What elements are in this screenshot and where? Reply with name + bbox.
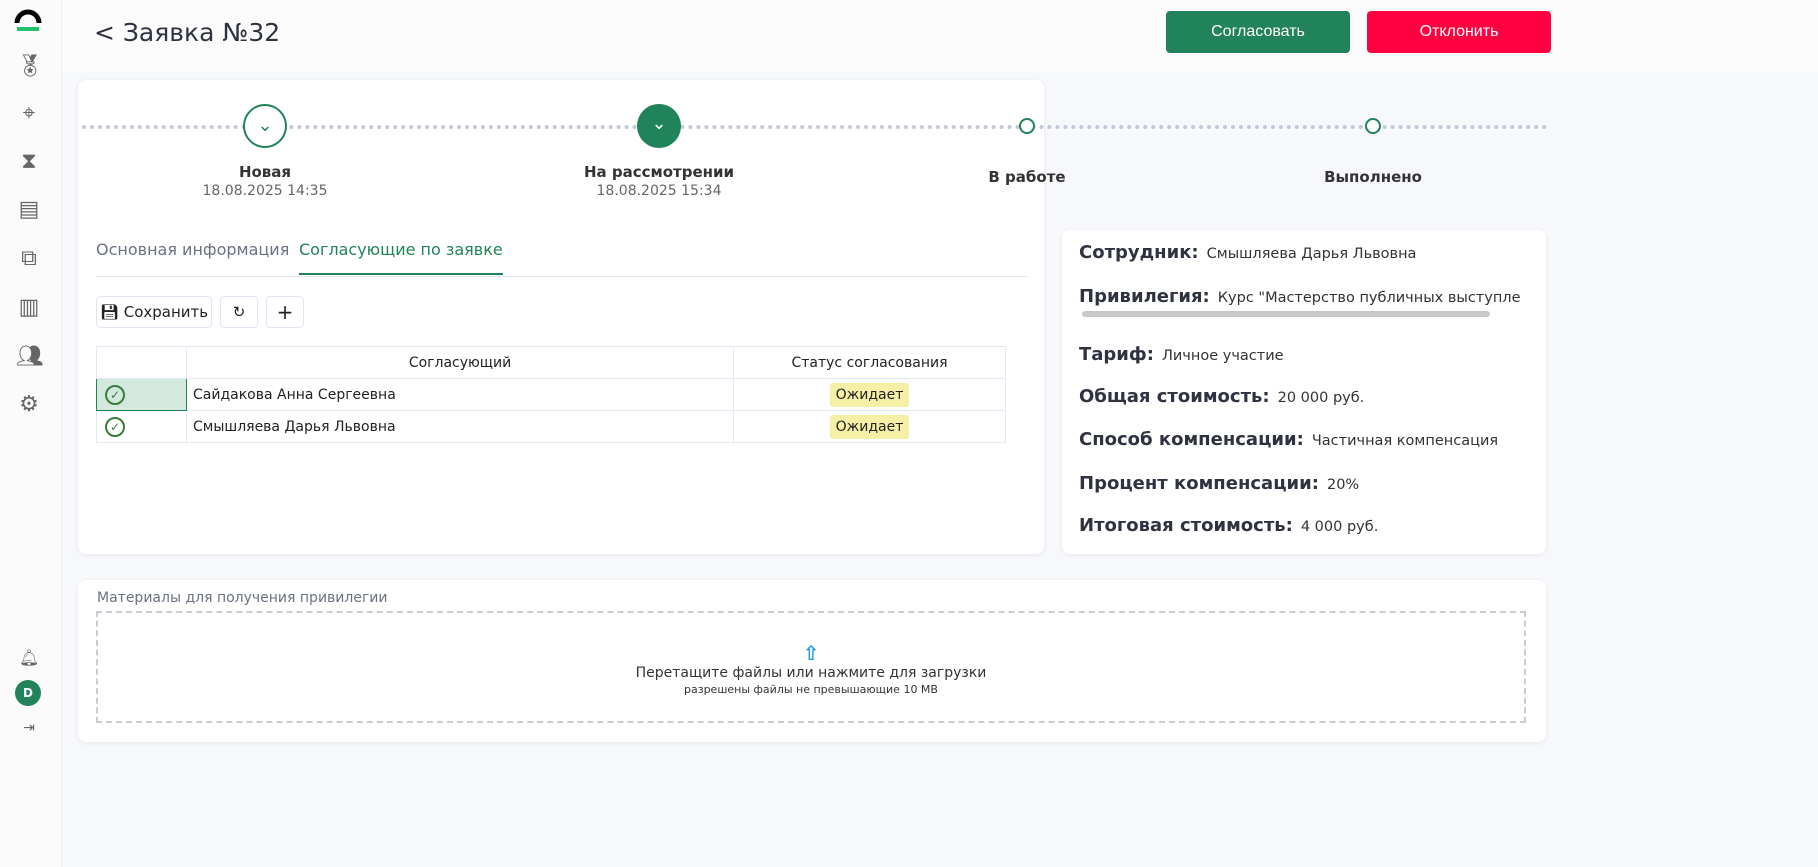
plus-icon: + — [276, 300, 294, 324]
approvers-table: Согласующий Статус согласования ✓ Сайдаков… — [96, 346, 1006, 443]
target-icon[interactable]: ⌖ — [22, 101, 36, 126]
upload-icon: ⇧ — [802, 641, 820, 665]
approver-name: Смышляева Дарья Львовна — [186, 410, 734, 443]
info-compensation-method: Способ компенсации: Частичная компенсация — [1079, 429, 1499, 450]
step-label: Новая — [238, 163, 292, 181]
briefcase-icon[interactable]: ⧉ — [21, 246, 37, 271]
materials-label: Материалы для получения привилегии — [97, 590, 388, 606]
details-card — [1062, 230, 1546, 554]
bell-icon[interactable]: 🔔︎ — [18, 648, 40, 667]
stepper-line — [82, 125, 1548, 129]
step-date: 18.08.2025 15:34 — [596, 183, 722, 199]
tab-approvers[interactable]: Согласующие по заявке — [299, 240, 503, 275]
info-tariff: Тариф: Личное участие — [1079, 344, 1284, 365]
step-label: В работе — [988, 168, 1066, 186]
page-title[interactable]: < Заявка №32 — [94, 18, 281, 47]
info-compensation-percent: Процент компенсации: 20% — [1079, 473, 1360, 494]
approver-name: Сайдакова Анна Сергеевна — [186, 378, 734, 411]
materials-card — [78, 580, 1546, 742]
dropzone-text: Перетащите файлы или нажмите для загрузк… — [635, 665, 987, 681]
step-label: Выполнено — [1324, 168, 1422, 186]
header: < Заявка №32 Согласовать Отклонить — [62, 0, 1818, 72]
gear-icon[interactable]: ⚙ — [19, 392, 39, 417]
column-header[interactable]: Статус согласования — [733, 346, 1006, 379]
step-label: На рассмотрении — [583, 163, 735, 181]
check-circle-icon: ✓ — [105, 384, 125, 405]
users-icon[interactable]: 👥︎ — [16, 344, 44, 369]
status-badge: Ожидает — [829, 382, 910, 407]
step-date: 18.08.2025 14:35 — [202, 183, 328, 199]
receipt-icon[interactable]: ▤ — [18, 197, 40, 222]
tab-divider — [96, 276, 1028, 277]
avatar[interactable]: D — [15, 680, 41, 706]
step-current-icon: ⌄ — [637, 104, 681, 148]
save-icon: 💾︎ — [99, 303, 119, 321]
approve-button[interactable]: Согласовать — [1166, 11, 1350, 53]
info-final-cost: Итоговая стоимость: 4 000 руб. — [1079, 515, 1379, 536]
step-pending-icon — [1019, 118, 1035, 134]
refresh-icon: ↻ — [232, 303, 246, 321]
save-button[interactable]: 💾︎ Сохранить — [96, 296, 212, 328]
file-dropzone[interactable]: ⇧ Перетащите файлы или нажмите для загру… — [96, 611, 1526, 723]
save-label: Сохранить — [123, 303, 209, 321]
main: < Заявка №32 Согласовать Отклонить ⌄ ⌄ Н… — [62, 0, 1818, 867]
collapse-icon[interactable]: ⇥ — [23, 720, 35, 736]
horizontal-scrollbar[interactable] — [1082, 311, 1490, 317]
info-privilege: Привилегия: Курс "Мастерство публичных вы… — [1079, 286, 1521, 307]
row-check-cell[interactable]: ✓ — [96, 378, 187, 411]
add-button[interactable]: + — [266, 296, 304, 328]
logo[interactable] — [14, 6, 42, 32]
table-row[interactable]: ✓ Сайдакова Анна Сергеевна Ожидает — [96, 378, 1006, 411]
chart-icon[interactable]: ▥ — [18, 295, 40, 320]
status-badge: Ожидает — [829, 414, 910, 439]
sidebar: 🏅︎ ⌖ ⧗ ▤ ⧉ ▥ 👥︎ ⚙ 🔔︎ D ⇥ — [0, 0, 62, 867]
step-pending-icon — [1365, 118, 1381, 134]
column-header[interactable]: Согласующий — [186, 346, 734, 379]
check-circle-icon: ✓ — [105, 416, 125, 437]
info-total-cost: Общая стоимость: 20 000 руб. — [1079, 386, 1365, 407]
table-row[interactable]: ✓ Смышляева Дарья Львовна Ожидает — [96, 410, 1006, 443]
reject-button[interactable]: Отклонить — [1367, 11, 1551, 53]
step-done-icon: ⌄ — [243, 104, 287, 148]
info-employee: Сотрудник: Смышляева Дарья Львовна — [1079, 242, 1417, 263]
dropzone-hint: разрешены файлы не превышающие 10 MB — [684, 683, 938, 696]
tab-main-info[interactable]: Основная информация — [96, 240, 290, 259]
row-check-cell[interactable]: ✓ — [96, 410, 187, 443]
hourglass-icon[interactable]: ⧗ — [21, 149, 37, 174]
award-icon[interactable]: 🏅︎ — [16, 54, 44, 79]
refresh-button[interactable]: ↻ — [220, 296, 258, 328]
select-column — [96, 346, 187, 379]
